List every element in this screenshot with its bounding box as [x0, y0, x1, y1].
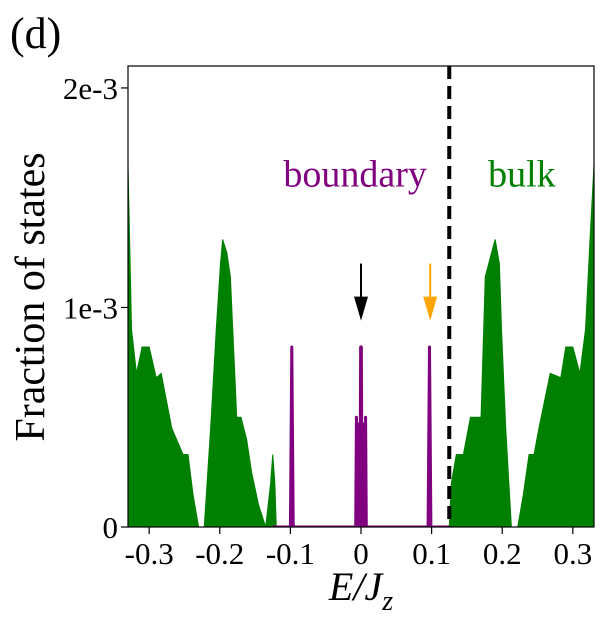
edge-mode-arrow-head	[423, 296, 438, 321]
y-axis-label: Fraction of states	[8, 152, 54, 441]
annotation-bulk: bulk	[488, 154, 556, 196]
annotations-layer: boundary bulk	[283, 66, 556, 527]
x-axis-label: E/Jz	[328, 564, 393, 617]
y-tick-label: 1e-3	[63, 290, 118, 325]
zero-mode-arrow-head	[354, 296, 368, 321]
annotation-boundary: boundary	[283, 154, 427, 196]
x-tick-label: 0	[353, 536, 369, 571]
x-tick-label: -0.1	[266, 536, 315, 571]
panel-label: (d)	[10, 9, 61, 58]
series-bulk-left	[128, 164, 277, 527]
x-tick-label: 0.3	[553, 536, 592, 571]
y-tick-label: 2e-3	[63, 71, 118, 106]
series-boundary	[272, 345, 450, 527]
series-bulk-right	[448, 164, 594, 527]
x-tick-label: -0.3	[125, 536, 174, 571]
x-tick-label: -0.2	[195, 536, 244, 571]
x-tick-label: 0.1	[412, 536, 451, 571]
x-axis: -0.3 -0.2 -0.1 0 0.1 0.2 0.3	[125, 527, 592, 571]
x-tick-label: 0.2	[483, 536, 522, 571]
y-axis: 0 1e-3 2e-3	[63, 71, 128, 545]
plot-area	[128, 164, 594, 527]
x-axis-label-subscript: z	[381, 586, 393, 617]
y-tick-label: 0	[103, 510, 119, 545]
